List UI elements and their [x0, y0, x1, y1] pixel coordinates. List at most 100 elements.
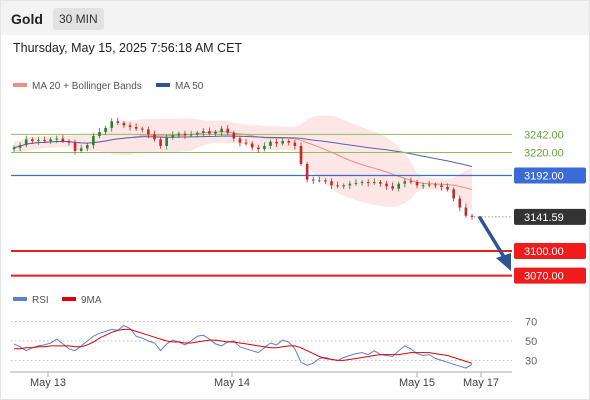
candle-body [293, 142, 297, 146]
candle-body [134, 127, 138, 129]
candle-body [263, 145, 266, 150]
candle-body [281, 140, 284, 144]
candle-body [446, 186, 449, 190]
rsi-ma-line [14, 328, 473, 364]
candle-body [330, 181, 333, 186]
forecast-arrow-head [496, 253, 511, 271]
rsi-tick-label: 30 [525, 355, 537, 367]
current-price-tag [514, 208, 586, 225]
candle-body [153, 134, 156, 140]
candle-body [360, 182, 364, 184]
candle-body [415, 182, 419, 186]
candle-body [421, 185, 425, 187]
candle-body [24, 139, 28, 146]
rsi-ma-legend-label: 9MA [81, 295, 102, 306]
candle-body [208, 131, 211, 134]
candle-body [183, 133, 187, 136]
price-axis-tags: 3242.00 3220.00 3192.00 3141.59 3100.00 3070.… [514, 129, 586, 284]
rsi-panel: 30 50 70 [11, 317, 537, 369]
datetime-label: Thursday, May 15, 2025 7:56:18 AM CET [13, 41, 243, 55]
resistance-label: 3220.00 [524, 147, 564, 159]
rsi-legend-label: RSI [32, 295, 49, 306]
x-tick-label: May 13 [30, 377, 66, 389]
candle-body [409, 181, 413, 183]
candle-body [49, 139, 52, 141]
candle-body [61, 138, 65, 141]
ma50-legend-label: MA 50 [175, 81, 204, 92]
candle-body [195, 132, 199, 135]
support-label: 3070.00 [524, 271, 564, 283]
candle-body [122, 122, 126, 126]
forecast-arrow [478, 216, 511, 271]
candle-body [18, 145, 22, 148]
candle-body [385, 183, 388, 187]
candle-body [12, 147, 16, 150]
candle-body [43, 140, 46, 142]
candle-body [452, 189, 455, 199]
candle-body [379, 182, 382, 184]
candle-body [256, 147, 260, 150]
candle-body [458, 198, 462, 208]
candle-body [226, 128, 230, 133]
candle-body [171, 135, 175, 138]
rsi-legend-swatch [13, 297, 27, 301]
candle-body [342, 185, 346, 187]
candle-body [220, 128, 223, 132]
candle-body [55, 138, 59, 140]
candle-body [67, 140, 71, 143]
ma50-legend-swatch [156, 83, 170, 87]
candle-body [366, 182, 370, 184]
x-tick-label: May 14 [214, 377, 250, 389]
resistance-label: 3242.00 [524, 129, 564, 141]
candle-body [98, 131, 101, 137]
candle-body [110, 121, 114, 128]
bollinger-bands [14, 115, 472, 212]
candle-body [165, 137, 168, 146]
candle-body [348, 183, 352, 186]
candle-body [238, 138, 242, 143]
price-levels [11, 133, 512, 277]
candle-body [324, 180, 327, 182]
candle-body [269, 141, 272, 146]
rsi-line [13, 324, 473, 369]
candle-body [92, 136, 95, 146]
candle-body [470, 215, 474, 217]
candle-body [403, 181, 407, 184]
candle-body [128, 125, 132, 128]
candle-body [104, 127, 107, 132]
candle-body [79, 148, 83, 151]
candle-body [232, 132, 236, 139]
rsi-tick-label: 50 [525, 336, 537, 348]
candle-body [391, 186, 394, 189]
candle-body [287, 140, 291, 143]
candle-body [318, 180, 321, 182]
candle-body [250, 143, 254, 148]
candle-body [85, 145, 89, 149]
current-price-label: 3141.59 [524, 212, 564, 224]
support-tag [514, 267, 586, 284]
candle-body [305, 163, 309, 180]
ma20-legend-label: MA 20 + Bollinger Bands [32, 81, 142, 92]
pivot-label: 3192.00 [524, 170, 564, 182]
candle-body [214, 131, 217, 134]
rsi-ma-legend-swatch [62, 297, 76, 301]
candle-body [275, 141, 278, 144]
ma20-legend-swatch [13, 83, 27, 87]
timeframe-button[interactable]: 30 MIN [53, 8, 104, 30]
bollinger-band-area [14, 115, 472, 212]
candle-body [73, 142, 77, 151]
candle-body [140, 128, 144, 130]
candlesticks [12, 117, 474, 220]
candle-body [311, 179, 315, 181]
candle-body [116, 121, 120, 123]
candle-body [440, 185, 443, 187]
x-tick-label: May 15 [399, 377, 435, 389]
candle-body [37, 140, 40, 142]
candle-body [244, 142, 248, 144]
time-axis: May 13 May 14 May 15 May 17 [10, 371, 512, 389]
pivot-tag [514, 167, 586, 184]
candle-body [177, 133, 181, 136]
support-tag [514, 243, 586, 260]
symbol-title: Gold [11, 11, 43, 27]
